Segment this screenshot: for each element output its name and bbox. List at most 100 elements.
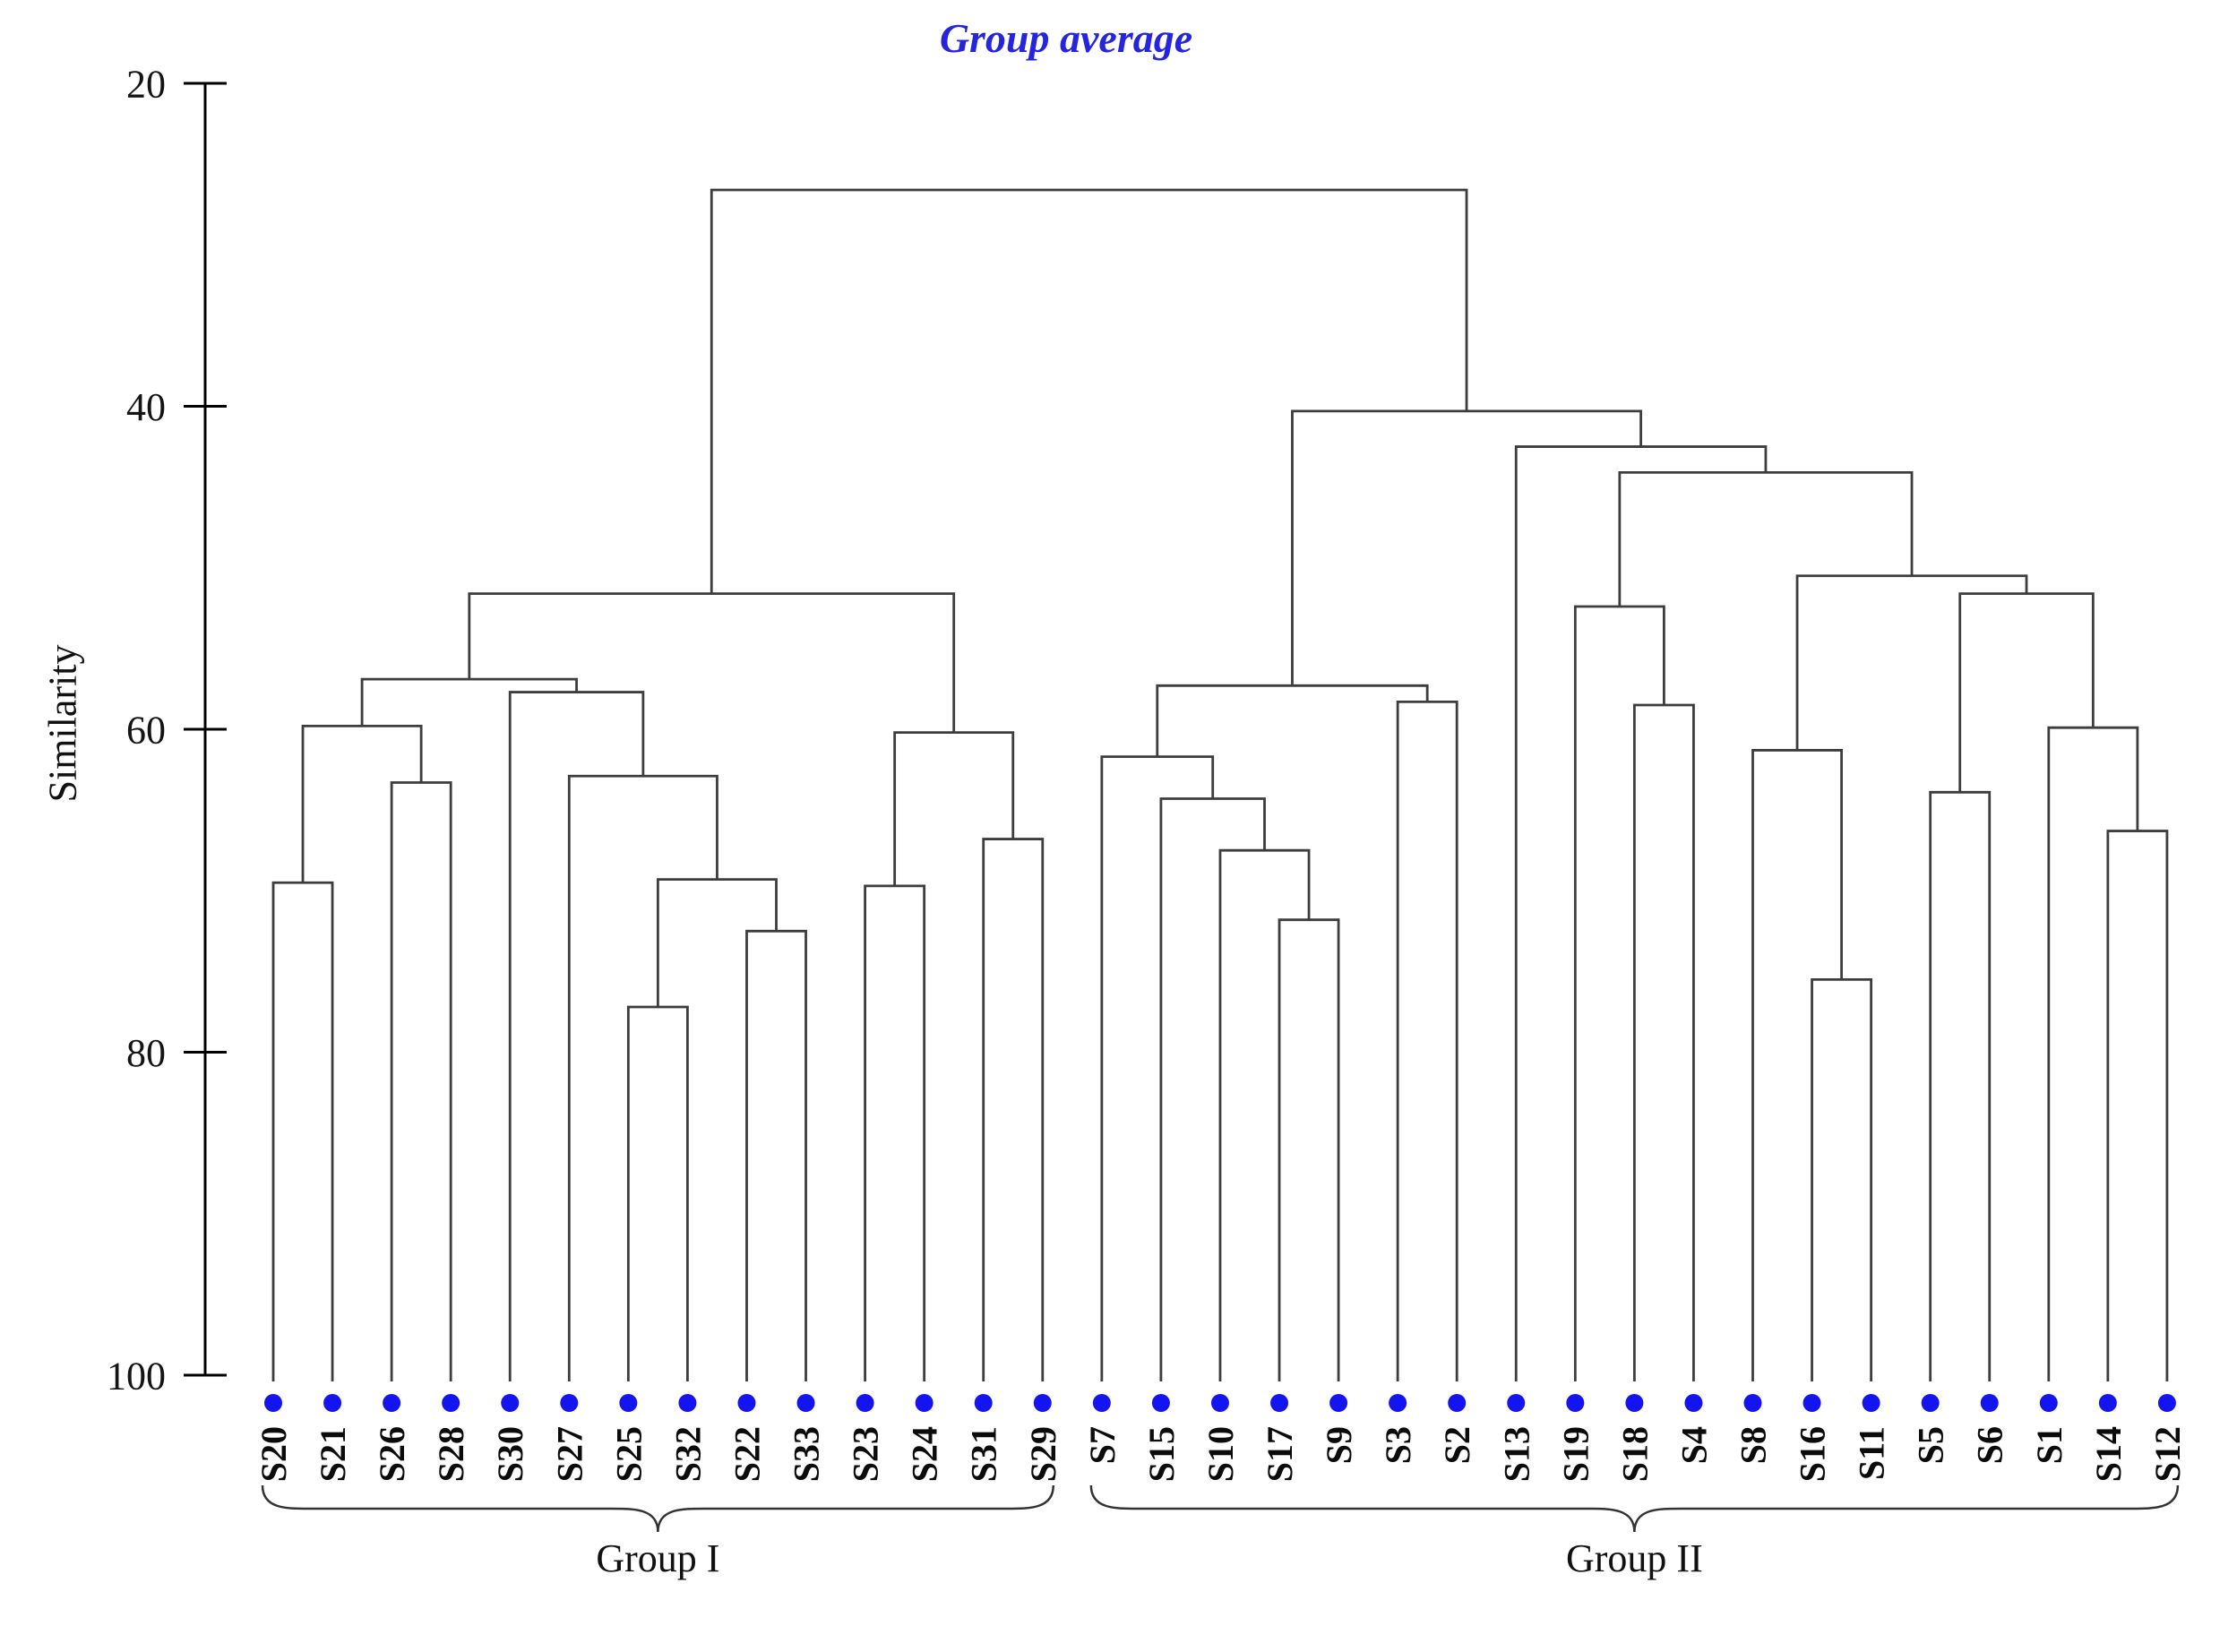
cluster-link (1573, 605, 1665, 1381)
leaf-dot (1329, 1394, 1348, 1412)
leaf-label: S17 (1260, 1426, 1300, 1482)
leaf-label: S26 (372, 1426, 412, 1482)
leaf-dot (1033, 1394, 1052, 1412)
group-label-2: Group II (1566, 1536, 1703, 1580)
leaf-label: S19 (1555, 1426, 1596, 1482)
cluster-link (2106, 830, 2169, 1381)
leaf-dot (2098, 1394, 2117, 1412)
leaf-label: S9 (1319, 1426, 1359, 1464)
cluster-link (1100, 755, 1215, 1381)
leaf-label: S6 (1970, 1426, 2010, 1464)
leaf-label: S29 (1023, 1426, 1063, 1482)
leaf-label: S5 (1911, 1426, 1951, 1464)
group-brace (261, 1484, 1055, 1533)
leaf-label: S32 (667, 1426, 708, 1482)
leaf-dot (856, 1394, 874, 1412)
leaf-dot (560, 1394, 579, 1412)
leaf-label: S30 (490, 1426, 530, 1482)
cluster-link (1811, 977, 1873, 1381)
leaf-dot (1210, 1394, 1229, 1412)
leaf-dot (383, 1394, 401, 1412)
leaf-dot (1151, 1394, 1170, 1412)
leaf-label: S3 (1378, 1426, 1418, 1464)
leaf-dot (264, 1394, 282, 1412)
cluster-link (1929, 790, 1992, 1381)
cluster-link (1795, 574, 2028, 751)
cluster-link (1751, 749, 1843, 1381)
cluster-link (301, 724, 423, 883)
leaf-label: S16 (1793, 1426, 1833, 1482)
group-label-1: Group I (596, 1536, 720, 1580)
leaf-label: S20 (254, 1426, 294, 1482)
leaf-label: S10 (1200, 1426, 1241, 1482)
leaf-dot (1980, 1394, 1999, 1412)
leaf-dot (442, 1394, 460, 1412)
leaf-dot (915, 1394, 934, 1412)
leaf-label: S7 (1082, 1426, 1123, 1464)
y-tick-label: 60 (126, 708, 166, 752)
cluster-link (1156, 684, 1429, 757)
cluster-link (1618, 471, 1914, 607)
leaf-dot (501, 1394, 520, 1412)
cluster-link (1958, 592, 2095, 793)
leaf-label: S28 (431, 1426, 471, 1482)
leaf-label: S27 (549, 1426, 589, 1482)
leaf-label: S13 (1496, 1426, 1536, 1482)
leaf-dot (1507, 1394, 1526, 1412)
group-brace (1089, 1484, 2180, 1533)
cluster-link (656, 878, 778, 1008)
leaf-label: S8 (1734, 1426, 1774, 1464)
leaf-dot (678, 1394, 697, 1412)
leaf-dot (1270, 1394, 1289, 1412)
cluster-link (626, 1005, 689, 1381)
cluster-link (567, 774, 718, 1381)
cluster-link (508, 691, 645, 1381)
cluster-link (1632, 703, 1695, 1381)
cluster-link (1291, 409, 1643, 686)
y-tick-label: 80 (126, 1031, 166, 1075)
cluster-link (1514, 445, 1768, 1381)
cluster-link (271, 881, 334, 1381)
cluster-link (1396, 700, 1458, 1381)
leaf-label: S11 (1852, 1426, 1892, 1480)
leaf-label: S15 (1141, 1426, 1182, 1482)
leaf-dot (1566, 1394, 1585, 1412)
leaf-dot (1625, 1394, 1644, 1412)
leaf-label: S33 (787, 1426, 827, 1482)
leaf-dot (2039, 1394, 2058, 1412)
leaf-label: S31 (964, 1426, 1004, 1482)
leaf-dot (1862, 1394, 1880, 1412)
leaf-dot (1684, 1394, 1703, 1412)
leaf-dot (1092, 1394, 1111, 1412)
leaf-label: S4 (1673, 1426, 1714, 1464)
cluster-link (982, 838, 1045, 1381)
y-tick-label: 100 (107, 1354, 166, 1398)
leaf-label: S2 (1437, 1426, 1477, 1464)
cluster-link (745, 929, 807, 1381)
cluster-link (2047, 726, 2139, 1381)
cluster-link (468, 592, 956, 733)
leaf-dot (619, 1394, 638, 1412)
leaf-dot (796, 1394, 815, 1412)
leaf-dot (1389, 1394, 1407, 1412)
leaf-dot (1448, 1394, 1467, 1412)
y-tick-label: 40 (126, 385, 166, 429)
leaf-dot (1743, 1394, 1762, 1412)
leaf-dot (737, 1394, 756, 1412)
leaf-label: S12 (2147, 1426, 2188, 1482)
leaf-dot (2157, 1394, 2176, 1412)
cluster-link (1218, 848, 1311, 1381)
leaf-label: S23 (846, 1426, 886, 1482)
cluster-link (390, 781, 452, 1381)
cluster-link (864, 884, 926, 1381)
leaf-dot (1803, 1394, 1821, 1412)
leaf-label: S24 (905, 1426, 945, 1482)
leaf-dot (1921, 1394, 1940, 1412)
leaf-label: S18 (1614, 1426, 1655, 1482)
leaf-label: S22 (727, 1426, 767, 1482)
cluster-link (360, 677, 578, 727)
cluster-link (1159, 797, 1266, 1381)
y-tick-label: 20 (126, 62, 166, 106)
